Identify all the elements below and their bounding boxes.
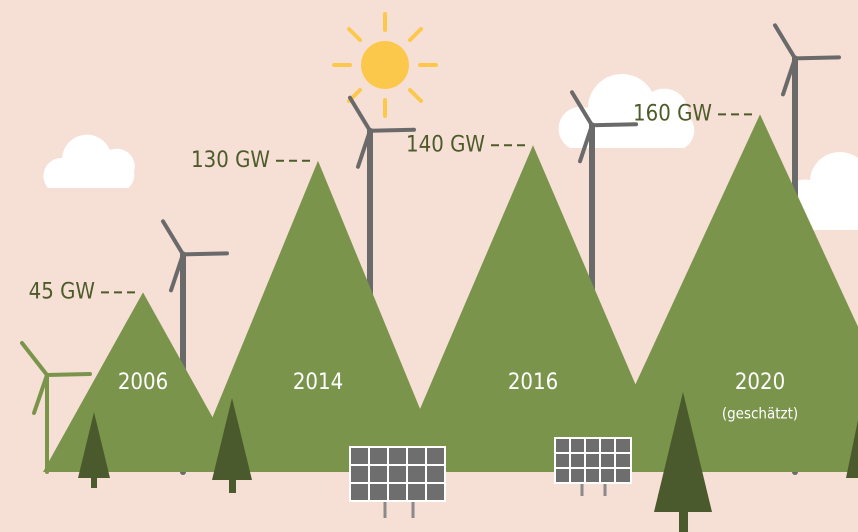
value-label: 160 GW [633,101,712,126]
year-label: 2020 [735,370,785,395]
blade [592,124,636,125]
annotation: (geschätzt) [722,405,798,423]
page: 45 GW 2006 130 GW 2014 140 GW 2016 160 GW 2020 (… [0,0,858,532]
year-label: 2006 [118,370,168,395]
sun [334,14,436,116]
blade [795,57,839,58]
value-label: 45 GW [29,279,95,304]
infographic: 45 GW 2006 130 GW 2014 140 GW 2016 160 GW 2020 (… [0,0,858,532]
value-label: 130 GW [191,148,270,173]
year-label: 2016 [508,370,558,395]
year-label: 2014 [293,370,343,395]
blade [370,130,414,131]
blade [183,253,227,254]
value-label: 140 GW [406,132,485,157]
